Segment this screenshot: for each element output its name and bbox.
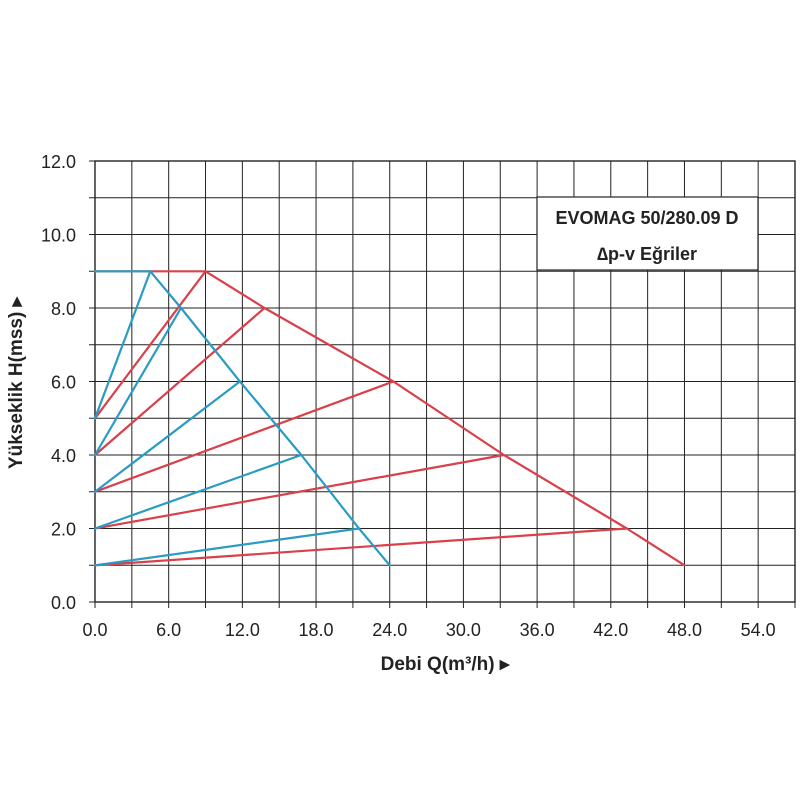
x-tick-label: 36.0 xyxy=(520,620,555,640)
x-tick-label: 12.0 xyxy=(225,620,260,640)
red-curve-3 xyxy=(93,453,505,530)
x-tick-label: 0.0 xyxy=(82,620,107,640)
chart-title: EVOMAG 50/280.09 D xyxy=(555,208,738,228)
x-tick-label: 6.0 xyxy=(156,620,181,640)
series-layer xyxy=(93,270,686,567)
y-tick-label: 12.0 xyxy=(41,152,76,172)
x-tick-label: 18.0 xyxy=(299,620,334,640)
x-tick-labels: 0.0 6.0 12.0 18.0 24.0 30.0 36.0 42.0 48.0 54.0 xyxy=(82,620,775,640)
blue-curve-11 xyxy=(93,270,391,567)
x-tick-label: 42.0 xyxy=(593,620,628,640)
y-tick-label: 6.0 xyxy=(51,373,76,393)
x-tick-label: 54.0 xyxy=(741,620,776,640)
x-tick-label: 24.0 xyxy=(372,620,407,640)
red-curve-4 xyxy=(93,527,628,567)
red-curve-2 xyxy=(93,380,395,493)
red-curve-0 xyxy=(93,270,207,420)
y-tick-label: 0.0 xyxy=(51,593,76,613)
blue-curve-7 xyxy=(93,306,183,457)
y-tick-label: 2.0 xyxy=(51,520,76,540)
x-tick-label: 30.0 xyxy=(446,620,481,640)
chart-subtitle: ∆p-v Eğriler xyxy=(597,244,697,264)
y-tick-labels: 0.0 2.0 4.0 6.0 8.0 10.0 12.0 xyxy=(41,152,76,613)
legend-box: EVOMAG 50/280.09 D ∆p-v Eğriler xyxy=(536,196,759,271)
y-tick-label: 8.0 xyxy=(51,299,76,319)
y-axis-title: Yükseklik H(mss) ▸ xyxy=(6,295,27,469)
blue-curve-9 xyxy=(93,453,303,530)
grid xyxy=(89,160,796,608)
red-curve-1 xyxy=(93,306,266,457)
x-axis-title: Debi Q(m³/h) ▸ xyxy=(381,654,511,675)
y-tick-label: 4.0 xyxy=(51,446,76,466)
blue-curve-8 xyxy=(93,380,241,493)
blue-curve-6 xyxy=(93,270,152,420)
x-tick-label: 48.0 xyxy=(667,620,702,640)
red-curve-5 xyxy=(93,270,686,567)
blue-curve-10 xyxy=(93,527,361,567)
y-tick-label: 10.0 xyxy=(41,226,76,246)
